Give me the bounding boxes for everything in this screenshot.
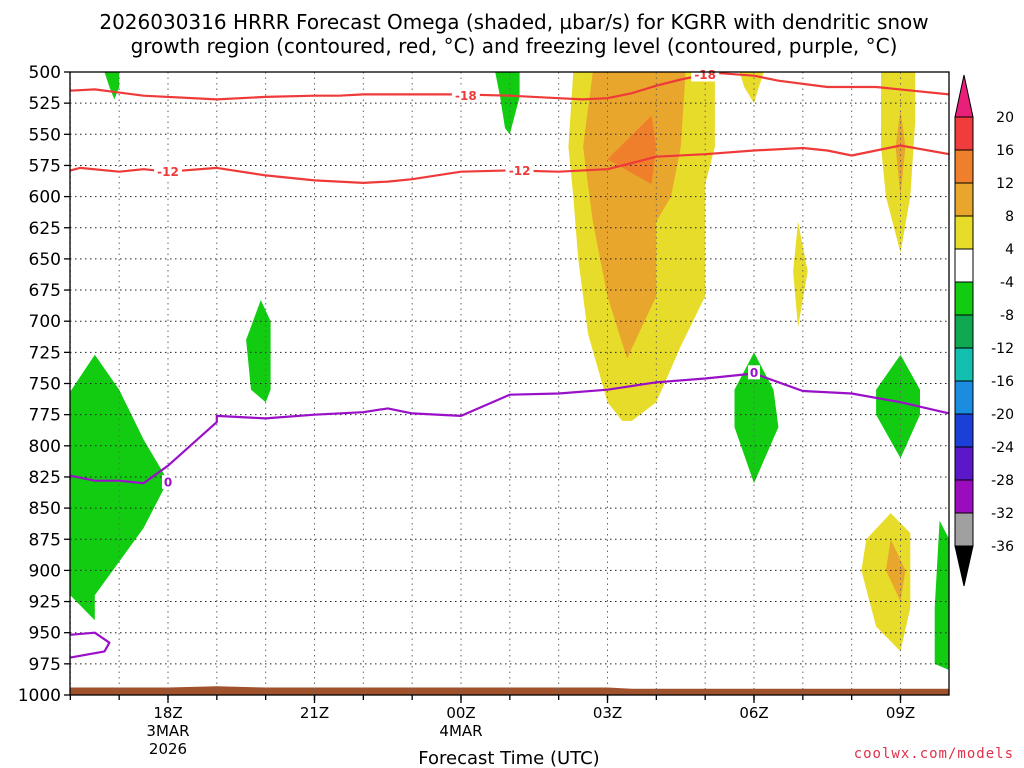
contour-label-bg-3 — [505, 163, 534, 178]
colorbar-label-0: 20 — [996, 110, 1014, 126]
colorbar-box-7 — [954, 314, 974, 349]
colorbar-box-12 — [954, 479, 974, 514]
shaded-region-12 — [583, 72, 686, 359]
y-tick-label-575: 575 — [29, 156, 61, 176]
contour-label-0: -18 — [455, 89, 477, 103]
y-tick-label-625: 625 — [29, 219, 61, 239]
colorbar-box-6 — [954, 281, 974, 316]
shaded-region-3 — [495, 72, 520, 135]
colorbar-box-2 — [954, 149, 974, 184]
credit-text: coolwx.com/models — [854, 746, 1014, 762]
colorbar-label-7: -12 — [991, 341, 1014, 357]
colorbar-label-9: -20 — [991, 407, 1014, 423]
shaded-region-2 — [246, 300, 271, 403]
colorbar-label-2: 12 — [996, 176, 1014, 192]
contour-line-2 — [70, 372, 949, 485]
y-tick-label-700: 700 — [29, 312, 61, 332]
contour-label-bg-5 — [748, 365, 760, 380]
colorbar-box-10 — [954, 413, 974, 448]
x-tick-label-21Z: 21Z — [300, 704, 329, 722]
x-tick-label-03Z: 03Z — [593, 704, 622, 722]
contour-label-bg-2 — [154, 164, 182, 179]
shaded-region-13 — [895, 109, 906, 197]
y-tick-label-525: 525 — [29, 94, 61, 114]
colorbar-label-12: -32 — [991, 506, 1014, 522]
contour-label-bg-0 — [451, 88, 480, 103]
contour-label-4: 0 — [164, 475, 172, 489]
y-tick-label-600: 600 — [29, 188, 61, 208]
colorbar-label-8: -16 — [991, 374, 1014, 390]
contour-label-3: -12 — [509, 164, 531, 178]
colorbar-box-13 — [954, 512, 974, 547]
colorbar-box-1 — [954, 116, 974, 151]
x-tick-sublabel-4MAR: 4MAR — [439, 722, 482, 740]
x-tick-label-06Z: 06Z — [739, 704, 768, 722]
y-tick-label-500: 500 — [29, 63, 61, 83]
shaded-region-17 — [70, 686, 949, 695]
y-tick-label-975: 975 — [29, 655, 61, 675]
contour-label-bg-4 — [162, 474, 174, 489]
colorbar-label-3: 8 — [1005, 209, 1014, 225]
colorbar-label-4: 4 — [1005, 242, 1014, 258]
colorbar-box-8 — [954, 347, 974, 382]
contour-label-1: -18 — [694, 68, 716, 82]
y-tick-label-1000: 1000 — [18, 686, 61, 706]
y-tick-label-750: 750 — [29, 375, 61, 395]
x-tick-sublabel-2026: 2026 — [149, 740, 187, 758]
y-tick-label-675: 675 — [29, 281, 61, 301]
contour-line-1 — [70, 144, 949, 184]
colorbar-label-1: 16 — [996, 143, 1014, 159]
contour-label-2: -12 — [157, 165, 179, 179]
shaded-region-11 — [861, 513, 911, 652]
shaded-region-4 — [734, 352, 779, 484]
x-tick-sublabel-3MAR: 3MAR — [146, 722, 189, 740]
y-tick-label-825: 825 — [29, 468, 61, 488]
colorbar-box-11 — [954, 446, 974, 481]
plot-area: -18 -18 -12 -12 0 0 — [69, 67, 950, 696]
y-tick-label-550: 550 — [29, 125, 61, 145]
x-tick-label-18Z: 18Z — [153, 704, 182, 722]
colorbar-label-6: -8 — [1000, 308, 1014, 324]
shaded-region-10 — [793, 221, 808, 328]
colorbar-box-4 — [954, 215, 974, 250]
y-tick-label-950: 950 — [29, 624, 61, 644]
colorbar-label-10: -24 — [991, 440, 1014, 456]
colorbar-box-5 — [954, 248, 974, 283]
colorbar-label-11: -28 — [991, 473, 1014, 489]
y-tick-label-725: 725 — [29, 343, 61, 363]
contour-label-5: 0 — [750, 366, 758, 380]
y-tick-label-850: 850 — [29, 499, 61, 519]
y-axis: 500 525 550 575 600 625 650 675 700 725 750 775 800 8… — [18, 63, 70, 706]
shaded-region-1 — [70, 354, 168, 621]
y-tick-label-900: 900 — [29, 561, 61, 581]
chart-title-line1: 2026030316 HRRR Forecast Omega (shaded, … — [99, 10, 928, 34]
colorbar-arrow-top — [954, 74, 974, 118]
colorbar: 20 16 12 8 4 -4 -8 -12 -16 -20 -24 -28 -32 -36 — [954, 74, 1014, 587]
y-tick-label-875: 875 — [29, 530, 61, 550]
colorbar-arrow-bottom — [954, 545, 974, 587]
y-tick-label-775: 775 — [29, 406, 61, 426]
shaded-region-15 — [607, 115, 657, 185]
y-tick-label-800: 800 — [29, 437, 61, 457]
contour-line-0 — [70, 72, 949, 101]
shaded-region-5 — [876, 354, 920, 459]
x-tick-label-00Z: 00Z — [446, 704, 475, 722]
colorbar-box-3 — [954, 182, 974, 217]
chart-title-line2: growth region (contoured, red, °C) and f… — [131, 34, 898, 58]
colorbar-box-9 — [954, 380, 974, 415]
x-tick-label-09Z: 09Z — [886, 704, 915, 722]
colorbar-label-5: -4 — [1000, 275, 1014, 291]
shaded-region-8 — [739, 72, 764, 104]
y-tick-label-925: 925 — [29, 593, 61, 613]
y-tick-label-650: 650 — [29, 250, 61, 270]
contour-label-bg-1 — [691, 67, 720, 82]
x-axis-label: Forecast Time (UTC) — [418, 748, 599, 768]
colorbar-label-13: -36 — [991, 539, 1014, 555]
